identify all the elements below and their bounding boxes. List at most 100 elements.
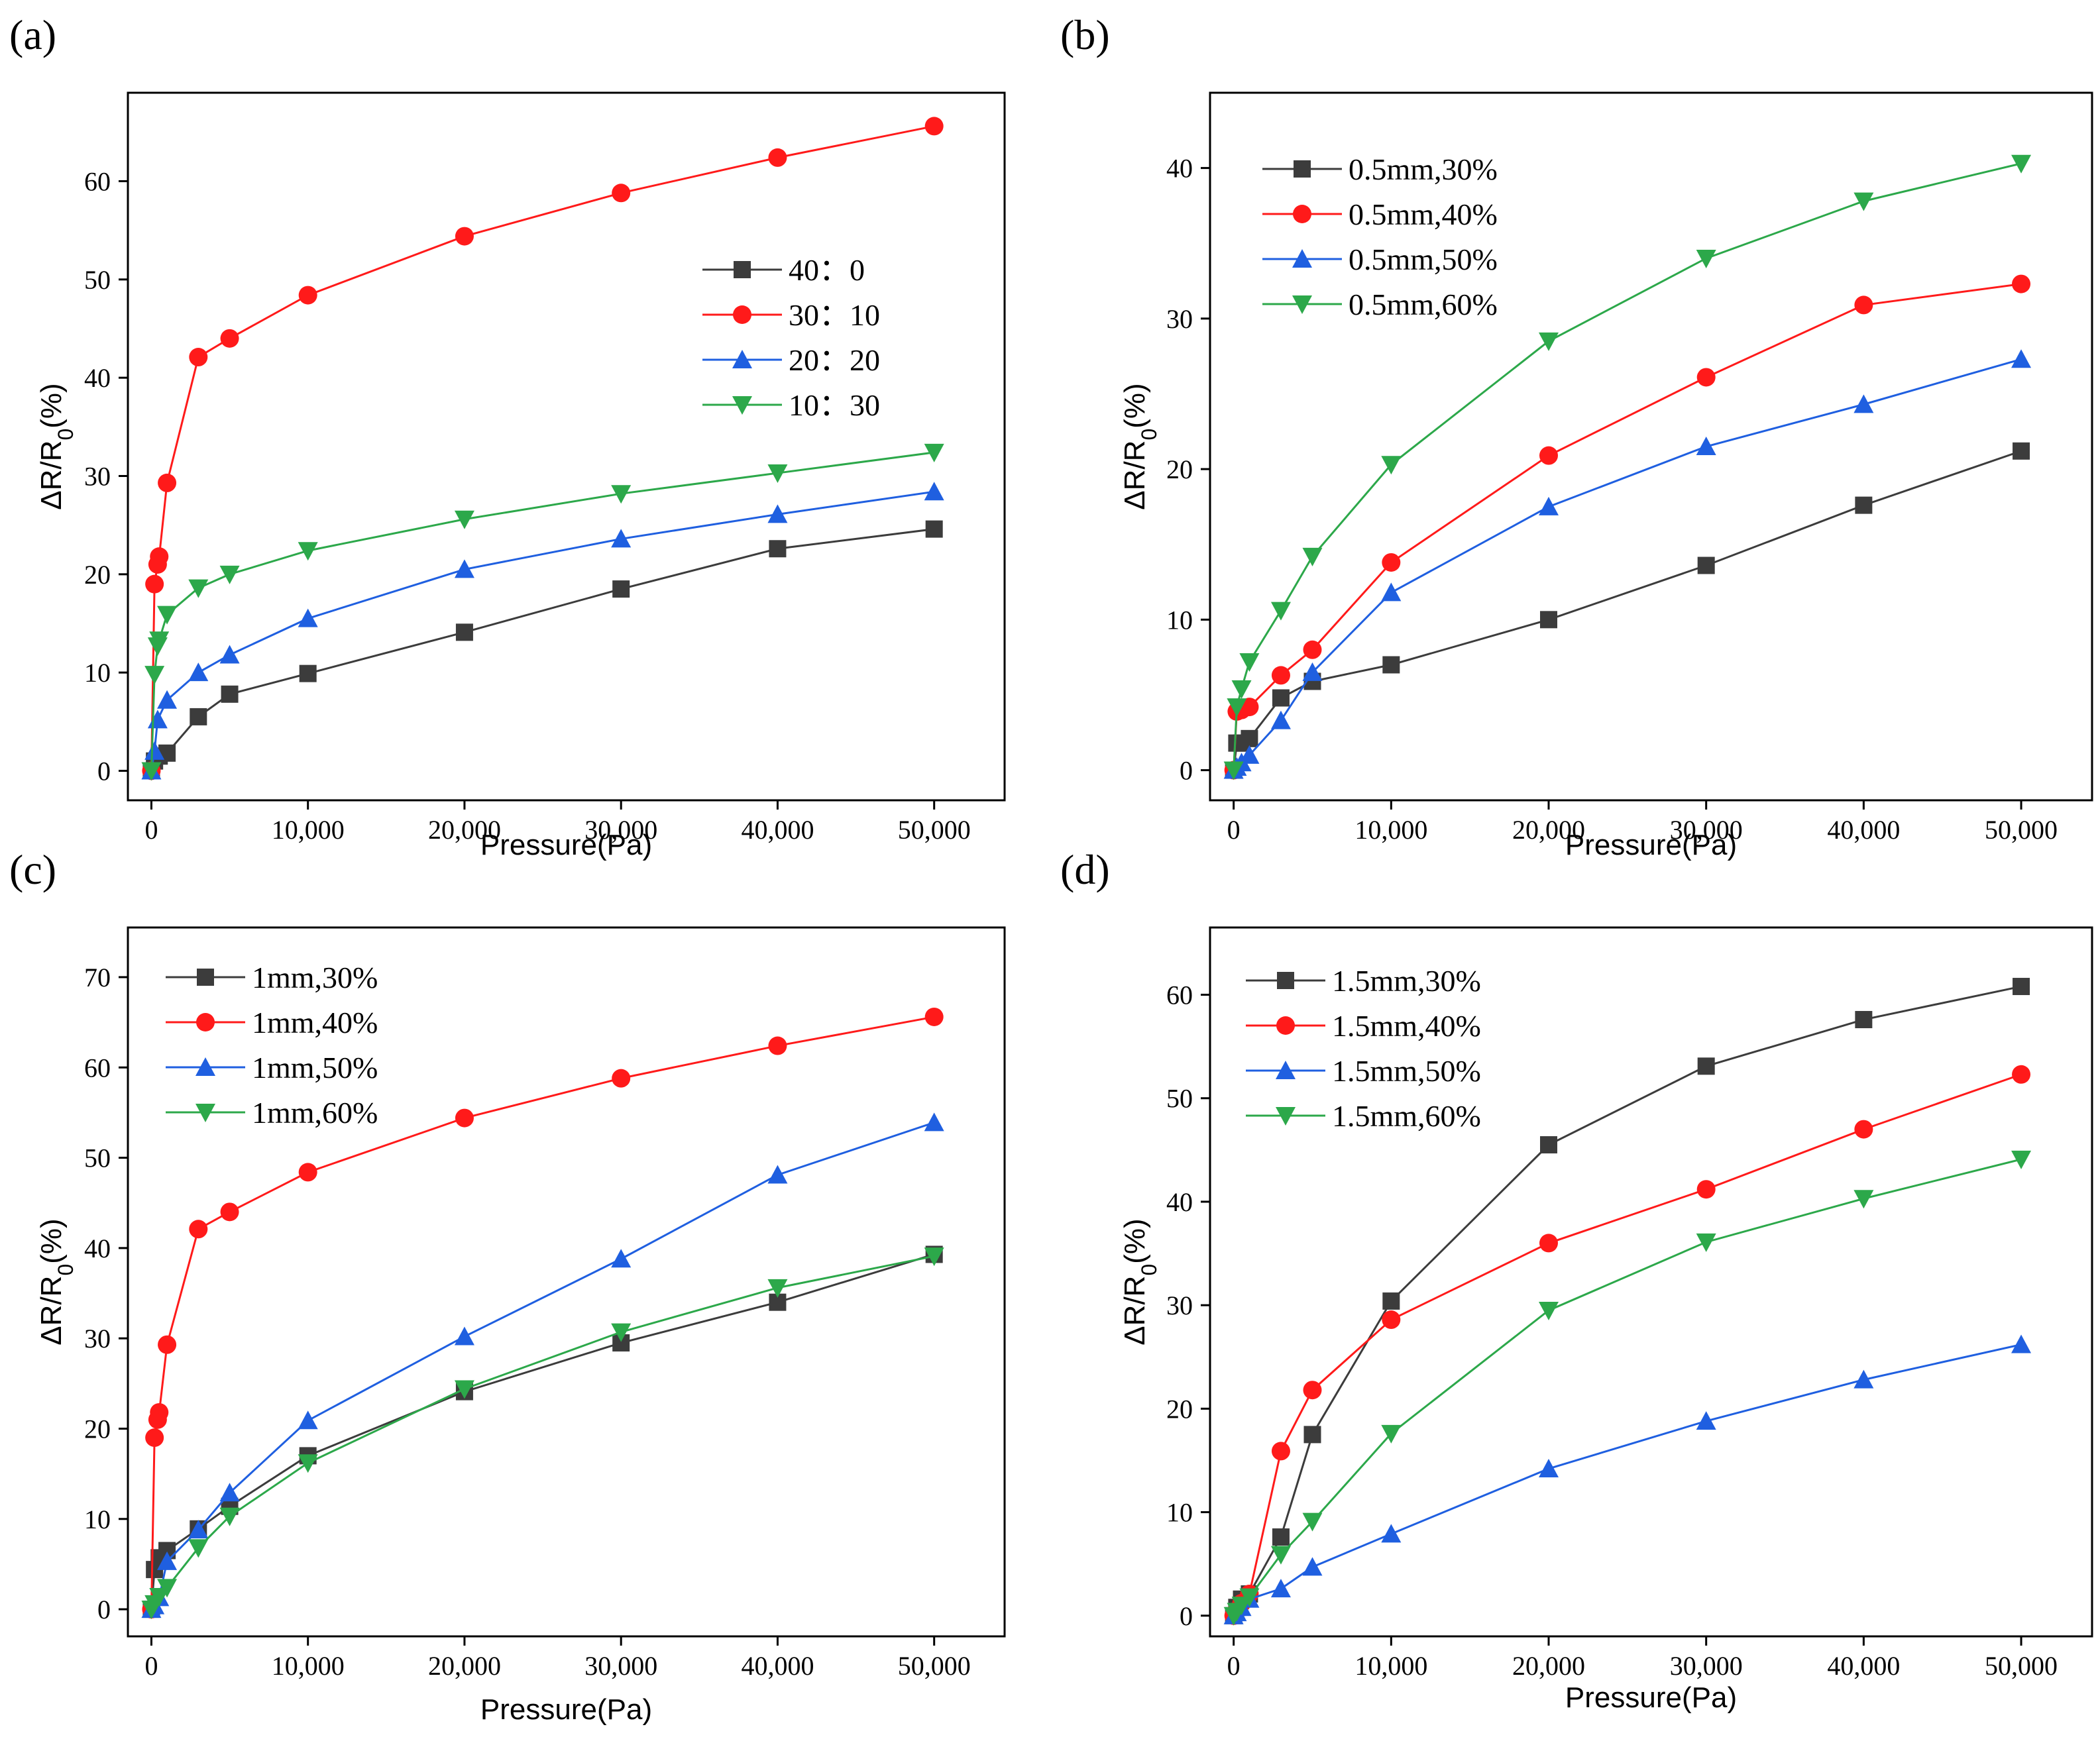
series-line — [1233, 1344, 2022, 1616]
x-tick-label: 10,000 — [1354, 1651, 1427, 1681]
data-point — [1696, 1411, 1716, 1430]
data-point — [1231, 680, 1252, 699]
data-point — [767, 464, 788, 484]
panel-letter: (a) — [9, 11, 56, 58]
y-axis-title: ΔR/R0(%) — [35, 1218, 78, 1345]
x-tick-label: 20,000 — [1512, 815, 1585, 845]
data-point — [157, 606, 178, 625]
data-point — [219, 1483, 240, 1502]
data-point — [2013, 442, 2030, 460]
data-point — [1696, 368, 1716, 387]
data-point — [1241, 729, 1258, 747]
x-tick-label: 10,000 — [1354, 815, 1427, 845]
y-tick-label: 60 — [84, 1053, 111, 1083]
data-point — [188, 662, 209, 682]
y-tick-label: 40 — [1166, 1187, 1193, 1217]
legend-label: 0.5mm,40% — [1349, 197, 1498, 231]
data-point — [1853, 1369, 1874, 1389]
data-point — [221, 685, 239, 703]
data-point — [1540, 611, 1558, 629]
data-point — [767, 1279, 788, 1298]
data-point — [611, 529, 632, 548]
x-tick-label: 0 — [144, 1651, 158, 1681]
data-point — [454, 1380, 474, 1399]
data-point — [454, 1326, 474, 1346]
data-point — [1539, 496, 1559, 515]
series-line — [1233, 1073, 2022, 1616]
plot-frame — [1209, 91, 2093, 802]
legend-marker — [1294, 160, 1311, 178]
x-axis-title: Pressure(Pa) — [480, 829, 652, 861]
y-tick-label: 10 — [1166, 605, 1193, 635]
y-axis-title: ΔR/R0(%) — [1119, 383, 1161, 509]
data-point — [767, 1165, 788, 1184]
legend-marker — [1276, 1061, 1296, 1079]
data-point — [147, 710, 168, 729]
legend-label: 0.5mm,30% — [1349, 152, 1498, 186]
data-point — [454, 510, 474, 529]
data-point — [1270, 1579, 1291, 1598]
series — [1224, 1065, 2031, 1625]
data-point — [149, 1588, 170, 1607]
data-point — [1303, 640, 1322, 659]
series — [142, 520, 943, 780]
data-point — [1302, 1512, 1323, 1532]
data-point — [141, 762, 162, 781]
legend-marker — [1277, 972, 1294, 989]
series-line — [150, 125, 934, 771]
x-axis-title: Pressure(Pa) — [1565, 1681, 1737, 1714]
data-point — [145, 574, 164, 594]
data-point — [454, 559, 474, 578]
x-tick-label: 0 — [1227, 1651, 1241, 1681]
y-tick-label: 30 — [84, 462, 111, 492]
panel-letter: (c) — [9, 846, 56, 893]
x-tick-label: 40,000 — [741, 1651, 814, 1681]
x-tick-label: 30,000 — [1670, 815, 1743, 845]
data-point — [1302, 547, 1323, 566]
y-tick-label: 0 — [1180, 1601, 1193, 1631]
data-point — [1696, 249, 1716, 268]
series-line — [150, 1121, 935, 1611]
legend-label: 1.5mm,30% — [1332, 964, 1481, 998]
y-tick-label: 70 — [84, 963, 111, 992]
data-point — [2011, 349, 2032, 368]
series-line — [150, 1253, 935, 1610]
x-axis-title: Pressure(Pa) — [1565, 829, 1737, 861]
data-point — [1853, 192, 1874, 211]
legend-label: 1.5mm,60% — [1332, 1099, 1481, 1133]
y-tick-label: 40 — [84, 1234, 111, 1263]
y-tick-label: 30 — [84, 1324, 111, 1353]
data-point — [149, 631, 170, 651]
y-axis-title: ΔR/R0(%) — [1119, 1218, 1161, 1345]
series-line — [1233, 1158, 2022, 1616]
data-point — [1539, 1458, 1559, 1477]
data-point — [219, 565, 240, 584]
data-point — [219, 645, 240, 664]
series — [141, 482, 944, 780]
data-point — [611, 485, 632, 504]
legend-label: 1.5mm,50% — [1332, 1054, 1481, 1088]
data-point — [1696, 1233, 1716, 1252]
data-point — [1239, 1588, 1260, 1607]
data-point — [924, 1112, 944, 1132]
legend-label: 30：10 — [789, 298, 880, 332]
data-point — [1227, 698, 1247, 717]
data-point — [1223, 761, 1244, 780]
x-tick-label: 30,000 — [584, 1651, 657, 1681]
data-point — [1540, 1136, 1558, 1154]
data-point — [188, 579, 209, 598]
y-tick-label: 40 — [1166, 154, 1193, 184]
data-point — [1382, 553, 1401, 572]
data-point — [1271, 666, 1290, 685]
series — [141, 1112, 944, 1618]
legend-label: 10：30 — [789, 388, 880, 422]
data-point — [1270, 710, 1291, 729]
legend-label: 0.5mm,60% — [1349, 288, 1498, 321]
data-point — [144, 741, 165, 760]
x-tick-label: 40,000 — [1827, 1651, 1900, 1681]
data-point — [1539, 1234, 1559, 1253]
data-point — [924, 117, 944, 136]
series — [141, 443, 944, 781]
y-tick-label: 30 — [1166, 304, 1193, 334]
